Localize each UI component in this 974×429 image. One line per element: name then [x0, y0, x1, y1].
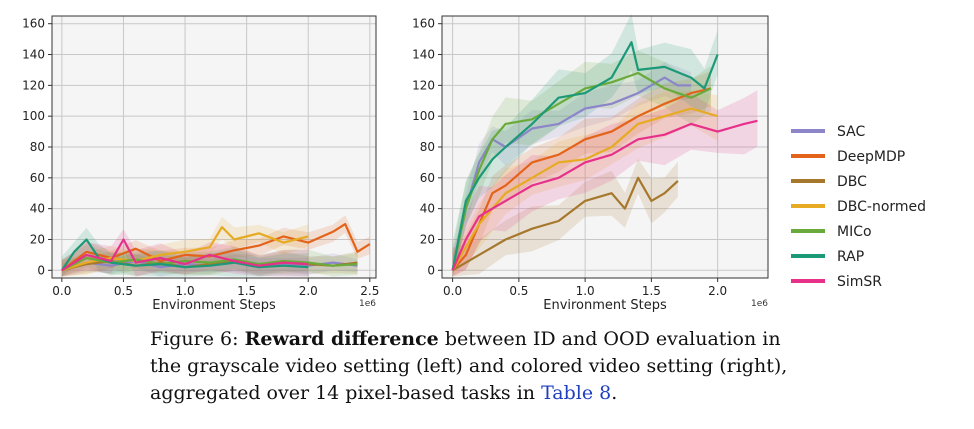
x-tick-label: 1.0 [576, 284, 595, 298]
x-tick-label: 2.5 [360, 284, 379, 298]
series-line-simsr [61, 238, 309, 272]
left-chart-panel: 0.0 0.5 1.0 1.5 2.0 2.5 0 20 40 60 80 100 120 140 160 E… [22, 15, 379, 313]
caption-line3-post: . [611, 382, 618, 404]
y-tick-label: 100 [412, 109, 435, 123]
x-tick-label: 0.5 [114, 284, 133, 298]
x-tick-label: 1.0 [176, 284, 195, 298]
band-deepmdp [61, 215, 370, 277]
legend-label-deepmdp: DeepMDP [837, 149, 905, 165]
legend-label-rap: RAP [837, 249, 864, 265]
y-tick-label: 20 [30, 232, 45, 246]
series-line-simsr [451, 119, 758, 271]
legend-label-dbc: DBC [837, 174, 867, 190]
figure: 0.0 0.5 1.0 1.5 2.0 2.5 0 20 40 60 80 100 120 140 160 E… [22, 13, 926, 313]
x-tick-label: 0.5 [509, 284, 528, 298]
x-tick-label: 1.5 [642, 284, 661, 298]
band-mico [61, 245, 358, 277]
y-tick-label: 0 [37, 263, 45, 277]
x-tick-label: 0.0 [52, 284, 71, 298]
y-tick-label: 20 [420, 232, 435, 246]
caption-line-2: the grayscale video setting (left) and c… [150, 353, 850, 380]
caption-line-1: Figure 6: Reward difference between ID a… [150, 326, 850, 353]
caption-prefix: Figure 6: [150, 328, 245, 350]
legend-label-simsr: SimSR [837, 274, 882, 290]
series-line-dbc-normed [451, 107, 718, 271]
series-line-dbc-normed [61, 226, 309, 272]
y-tick-label: 80 [420, 140, 435, 154]
caption-line-3: aggregated over 14 pixel-based tasks in … [150, 380, 850, 407]
band-simsr [452, 90, 758, 277]
series-line-rap [451, 41, 719, 271]
y-tick-label: 140 [22, 48, 45, 62]
series-line-sac [451, 76, 692, 271]
x-tick-label: 1.5 [237, 284, 256, 298]
caption-line2: the grayscale video setting (left) and c… [150, 355, 788, 377]
x-tick-label: 2.0 [708, 284, 727, 298]
series-line-mico [451, 71, 712, 271]
y-tick-label: 140 [412, 48, 435, 62]
legend-label-dbc-normed: DBC-normed [837, 199, 926, 215]
x-scale-label: 1e6 [359, 299, 376, 309]
y-tick-label: 40 [30, 202, 45, 216]
caption-line3-pre: aggregated over 14 pixel-based tasks in [150, 382, 542, 404]
right-chart-panel: 0.0 0.5 1.0 1.5 2.0 0 20 40 60 80 100 120 140 160 Envi… [412, 13, 769, 313]
chart-legend: SAC DeepMDP DBC DBC-normed MICo RAP SimSR [791, 124, 926, 290]
band-dbc [452, 158, 678, 277]
series-line-deepmdp [61, 223, 371, 272]
x-scale-label: 1e6 [751, 299, 768, 309]
x-tick-label: 2.0 [299, 284, 318, 298]
figure-caption: Figure 6: Reward difference between ID a… [150, 326, 850, 407]
caption-bold: Reward difference [244, 328, 439, 350]
legend-label-mico: MICo [837, 224, 872, 240]
table-8-link[interactable]: Table 8 [541, 382, 612, 404]
band-sac [452, 61, 692, 277]
x-axis-label: Environment Steps [152, 298, 276, 313]
y-tick-label: 80 [30, 140, 45, 154]
y-tick-label: 120 [22, 78, 45, 92]
y-tick-label: 160 [22, 17, 45, 31]
y-tick-label: 60 [420, 171, 435, 185]
y-tick-label: 100 [22, 109, 45, 123]
y-tick-label: 40 [420, 202, 435, 216]
y-tick-label: 120 [412, 78, 435, 92]
band-rap [452, 13, 718, 277]
legend-label-sac: SAC [837, 124, 865, 140]
band-mico [452, 50, 711, 277]
x-axis-label: Environment Steps [543, 298, 667, 313]
series-line-rap [60, 238, 309, 271]
y-tick-label: 60 [30, 171, 45, 185]
series-line-dbc [452, 176, 679, 272]
x-tick-label: 0.0 [443, 284, 462, 298]
y-tick-label: 0 [427, 263, 435, 277]
caption-line1-rest: between ID and OOD evaluation in [438, 328, 781, 350]
y-tick-label: 160 [412, 17, 435, 31]
